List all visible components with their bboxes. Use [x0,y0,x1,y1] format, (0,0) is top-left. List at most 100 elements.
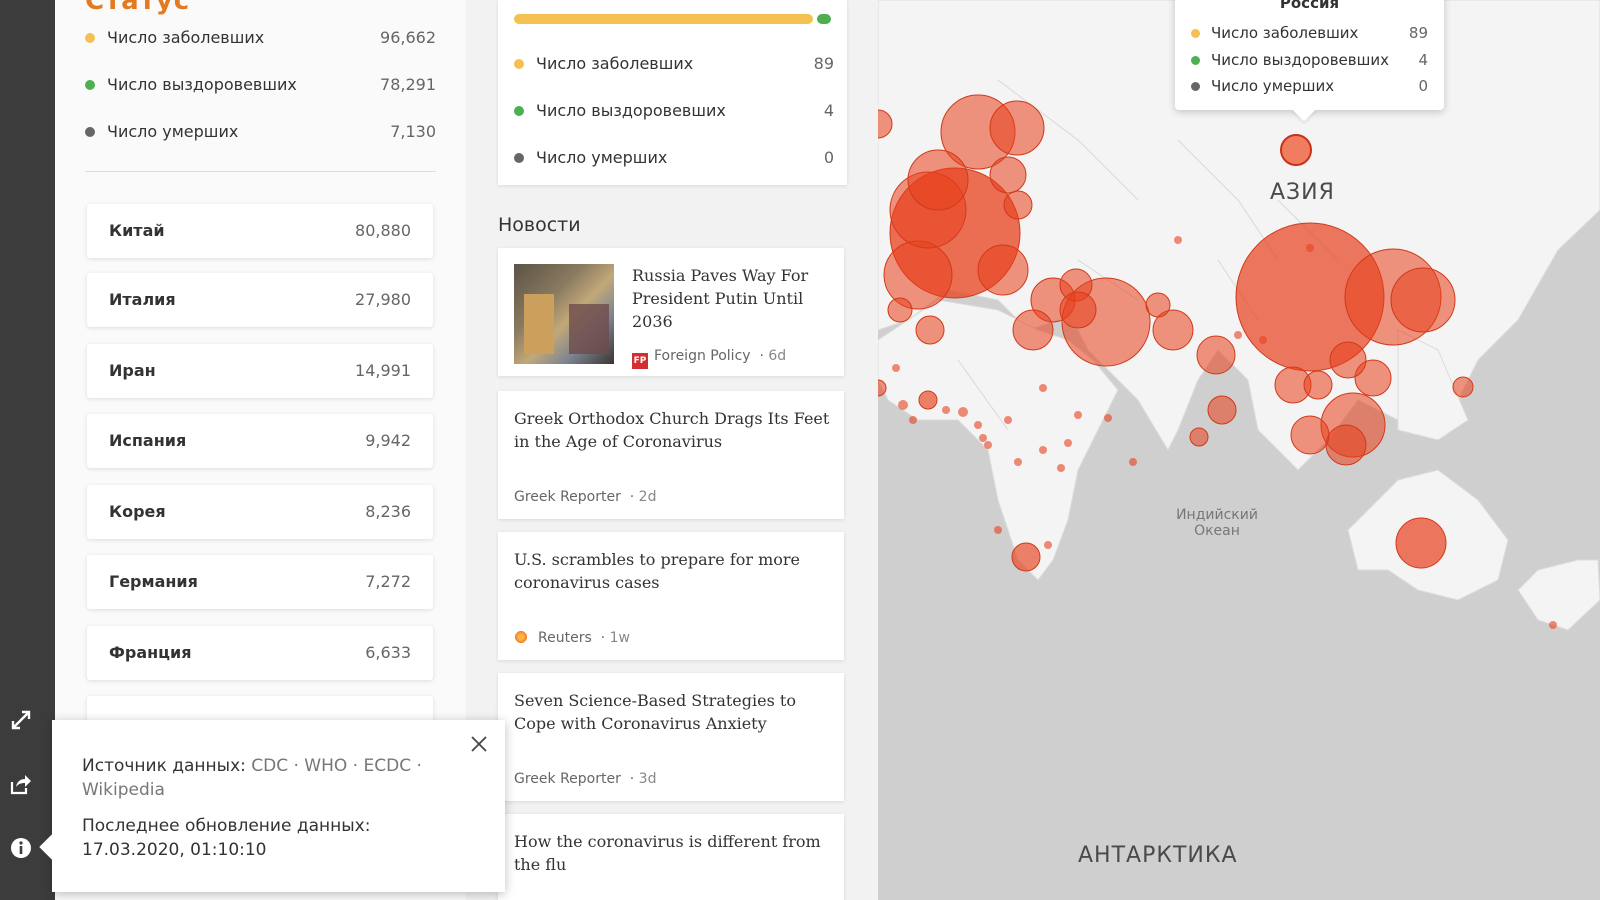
dead-dot-icon [514,153,524,163]
infected-dot-icon [85,33,95,43]
news-heading: Новости [498,214,581,236]
country-count: 7,272 [365,572,411,591]
country-row-china[interactable]: Китай 80,880 [87,204,433,258]
reuters-logo-icon [514,630,528,644]
news-thumbnail [514,264,614,364]
tooltip-label: Число умерших [1211,77,1335,95]
infected-dot-icon [1191,29,1200,38]
country-count: 8,236 [365,502,411,521]
last-updated-label: Последнее обновление данных: [82,816,371,836]
tooltip-value: 4 [1418,51,1428,69]
country-name: Италия [109,290,176,309]
source-links[interactable]: CDC · WHO · ECDC · Wikipedia [82,756,422,800]
tooltip-row-recovered: Число выздоровевших 4 [1191,51,1428,71]
infected-dot-icon [514,59,524,69]
stat-value: 96,662 [380,28,436,47]
news-source: Greek Reporter · 3d [514,771,657,787]
recovered-dot-icon [85,80,95,90]
country-row-iran[interactable]: Иран 14,991 [87,344,433,398]
stat-recovered: Число выздоровевших 78,291 [85,75,436,97]
stat-label: Число умерших [536,148,668,167]
close-icon[interactable] [469,734,489,754]
news-card[interactable]: Seven Science-Based Strategies to Cope w… [498,673,844,801]
stat-label: Число выздоровевших [536,101,726,120]
map-tooltip: Россия Число заболевших 89 Число выздоро… [1175,0,1444,122]
news-source: Greek Reporter · 2d [514,489,657,505]
news-age: 1w [609,630,630,646]
expand-icon[interactable] [9,708,33,732]
stat-dead: Число умерших 7,130 [85,122,436,144]
news-source: FP Foreign Policy · 6d [632,348,786,369]
ru-stat-infected: Число заболевших 89 [514,54,834,76]
map-label-indian-ocean: Индийский Океан [1176,507,1258,539]
dead-dot-icon [85,127,95,137]
share-icon[interactable] [9,772,33,796]
tooltip-value: 0 [1418,77,1428,95]
news-card[interactable]: Greek Orthodox Church Drags Its Feet in … [498,391,844,519]
info-icon[interactable] [9,836,33,860]
stat-value: 78,291 [380,75,436,94]
news-headline: Russia Paves Way For President Putin Unt… [632,266,809,331]
recovered-dot-icon [1191,56,1200,65]
tooltip-row-infected: Число заболевших 89 [1191,24,1428,44]
news-card[interactable]: Russia Paves Way For President Putin Unt… [498,248,844,376]
news-source-name: Greek Reporter [514,489,621,505]
news-source: Reuters · 1w [514,630,630,646]
foreign-policy-logo-icon: FP [632,353,648,369]
news-headline: How the coronavirus is different from th… [514,832,821,874]
data-source-line: Источник данных: CDC · WHO · ECDC · Wiki… [82,754,442,802]
country-count: 14,991 [355,361,411,380]
divider [85,171,436,172]
russia-stats-card: Число заболевших 89 Число выздоровевших … [498,0,847,185]
news-headline: Seven Science-Based Strategies to Cope w… [514,691,796,733]
tooltip-title: Россия [1279,0,1340,12]
country-count: 6,633 [365,643,411,662]
country-count: 80,880 [355,221,411,240]
country-name: Испания [109,431,187,450]
stat-label: Число выздоровевших [107,75,297,94]
country-count: 27,980 [355,290,411,309]
map-label-antarctica: АНТАРКТИКА [1078,843,1238,868]
news-card[interactable]: U.S. scrambles to prepare for more coron… [498,532,844,660]
news-source-name: Foreign Policy [654,348,751,364]
source-prefix: Источник данных: [82,756,246,776]
ru-stat-recovered: Число выздоровевших 4 [514,101,834,123]
news-age: 3d [638,771,657,787]
news-age: 2d [638,489,657,505]
stat-infected: Число заболевших 96,662 [85,28,436,50]
left-rail [0,0,55,900]
country-row-spain[interactable]: Испания 9,942 [87,414,433,468]
last-updated-value: 17.03.2020, 01:10:10 [82,840,267,860]
country-name: Иран [109,361,156,380]
tooltip-label: Число выздоровевших [1211,51,1389,69]
news-source-name: Reuters [538,630,592,646]
stat-value: 7,130 [390,122,436,141]
country-name: Китай [109,221,165,240]
stat-label: Число заболевших [536,54,694,73]
world-map[interactable]: АЗИЯ АНТАРКТИКА Индийский Океан [878,0,1600,900]
recovered-progress-bar [817,14,831,24]
map-label-asia: АЗИЯ [1270,180,1335,205]
news-headline: U.S. scrambles to prepare for more coron… [514,550,801,592]
tooltip-row-dead: Число умерших 0 [1191,77,1428,97]
country-row-italy[interactable]: Италия 27,980 [87,273,433,327]
last-updated-line: Последнее обновление данных: 17.03.2020,… [82,814,462,862]
ru-stat-dead: Число умерших 0 [514,148,834,170]
country-row-korea[interactable]: Корея 8,236 [87,485,433,539]
infected-progress-bar [514,14,813,24]
stat-value: 4 [823,101,834,120]
news-source-name: Greek Reporter [514,771,621,787]
country-count: 9,942 [365,431,411,450]
panel-title: Статус [85,0,191,16]
tooltip-value: 89 [1408,24,1428,42]
news-card[interactable]: How the coronavirus is different from th… [498,814,844,900]
country-name: Корея [109,502,166,521]
stat-value: 0 [823,148,834,167]
news-headline: Greek Orthodox Church Drags Its Feet in … [514,409,830,451]
country-row-germany[interactable]: Германия 7,272 [87,555,433,609]
country-name: Франция [109,643,192,662]
news-column: Число заболевших 89 Число выздоровевших … [466,0,878,900]
country-row-france[interactable]: Франция 6,633 [87,626,433,680]
map-canvas[interactable] [878,0,1600,900]
country-name: Германия [109,572,198,591]
